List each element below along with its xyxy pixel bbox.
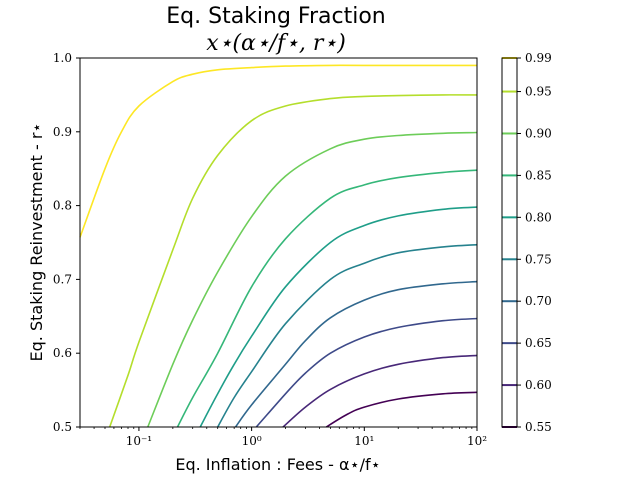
y-tick-label: 1.0 [53,51,72,65]
colorbar: 0.55 0.60 0.65 0.70 0.75 0.80 0.85 0.90 0.95 0.99 [501,51,552,434]
series-line-0.65 [255,317,478,428]
series-line-0.85 [176,169,478,428]
series-line-0.80 [199,206,478,428]
colorbar-tick-label: 0.99 [525,51,552,65]
x-axis-label: Eq. Inflation : Fees - α⋆/f⋆ [175,455,380,474]
series-line-0.70 [234,280,478,428]
colorbar-tick-label: 0.60 [525,378,552,392]
colorbar-tick-label: 0.80 [525,210,552,224]
chart-subtitle: x⋆(α⋆/f⋆, r⋆) [206,31,346,56]
colorbar-tick-label: 0.70 [525,294,552,308]
series-line-0.60 [282,354,478,428]
y-tick-label: 0.6 [53,346,72,360]
x-tick-label: 10² [467,434,487,448]
chart-title: Eq. Staking Fraction [166,4,386,29]
plot-frame [79,57,478,428]
series-line-0.95 [108,94,478,428]
series-line-0.75 [216,243,478,428]
x-axis-ticks: 10⁻¹ 10⁰ 10¹ 10² [79,427,487,448]
colorbar-tick-label: 0.65 [525,336,552,350]
y-tick-label: 0.5 [53,420,72,434]
y-axis-ticks: 0.5 0.6 0.7 0.8 0.9 1.0 [53,51,80,434]
colorbar-tick-label: 0.55 [525,420,552,434]
colorbar-frame [501,57,518,428]
x-tick-label: 10⁰ [242,434,262,448]
y-axis-label: Eq. Staking Reinvestment - r⋆ [27,123,46,362]
x-tick-label: 10⁻¹ [126,434,152,448]
y-tick-label: 0.7 [53,272,72,286]
x-tick-label: 10¹ [354,434,374,448]
colorbar-tick-label: 0.75 [525,252,552,266]
colorbar-tick-label: 0.85 [525,168,552,182]
colorbar-tick-label: 0.95 [525,85,552,99]
series-line-0.55 [325,391,478,428]
colorbar-tick-label: 0.90 [525,126,552,140]
plot-lines [79,64,478,428]
series-line-0.90 [147,131,478,428]
y-tick-label: 0.9 [53,125,72,139]
series-line-0.99 [79,64,477,238]
y-tick-label: 0.8 [53,199,72,213]
